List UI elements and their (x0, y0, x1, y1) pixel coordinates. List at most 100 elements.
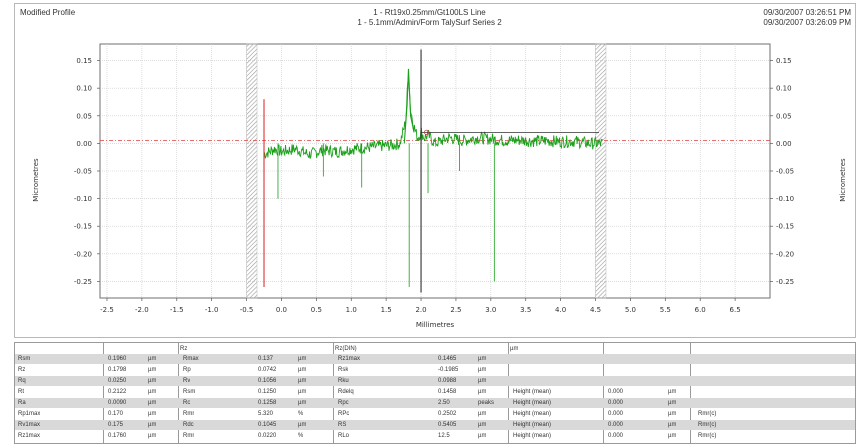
x-tick-label: 4.0 (555, 306, 566, 314)
table-cell: Rpc (338, 400, 349, 406)
hatched-band (246, 43, 258, 299)
profile-line (263, 77, 603, 159)
table-cell: peaks (478, 400, 495, 406)
table-cell: 0.175 (108, 422, 124, 428)
table-row: Rq 0.0250 µm Rv 0.1056 µm Rku 0.0988 µm (15, 376, 855, 386)
table-cell: 0.000 (608, 433, 624, 439)
measurement-title: 1 - Rt19x0.25mm/Gt100LS Line 1 - 5.1mm/A… (0, 8, 859, 28)
table-column-divider (333, 343, 334, 443)
table-cell: Rp (183, 367, 191, 373)
table-cell: 0.5405 (438, 422, 457, 428)
table-cell: Rv (183, 378, 191, 384)
x-tick-label: 1.0 (346, 306, 357, 314)
table-row: Rsm 0.1960 µm Rmax 0.137 µm Rz1max 0.1465 µm (15, 354, 855, 364)
table-header-cell: Rz (180, 346, 188, 352)
table-column-divider (690, 343, 691, 443)
table-cell: µm (478, 389, 487, 395)
table-cell: Height (mean) (513, 422, 552, 428)
table-cell: 0.1465 (438, 356, 457, 362)
y-tick-label-right: -0.10 (776, 195, 794, 203)
table-cell: Rz1max (18, 433, 41, 439)
y-tick-label-left: -0.10 (74, 195, 92, 203)
x-tick-label: -2.0 (135, 306, 149, 314)
y-tick-label-left: -0.20 (74, 250, 92, 258)
table-cell: µm (298, 400, 307, 406)
table-cell: 0.1458 (438, 389, 457, 395)
table-cell: 0.0090 (108, 400, 127, 406)
table-cell: RLo (338, 433, 350, 439)
x-tick-label: 6.5 (730, 306, 741, 314)
hatched-band (595, 43, 607, 299)
x-tick-label: 1.5 (381, 306, 392, 314)
table-cell: Rt (18, 389, 24, 395)
table-header-cell: Rz(DIN) (335, 346, 357, 352)
table-column-divider (508, 343, 509, 443)
table-cell: µm (148, 400, 157, 406)
x-tick-label: 6.0 (695, 306, 706, 314)
table-cell: Ra (18, 400, 26, 406)
tick-labels: -2.5 -2.0 -1.5 -1.0 -0.5 0.0 0.5 1.0 1.5 2.0 2.5 3.… (74, 57, 794, 314)
table-cell: Rp1max (18, 411, 41, 417)
cursors (263, 49, 600, 293)
table-cell: Rq (18, 378, 26, 384)
hatched-bands (246, 43, 607, 299)
x-tick-label: 0.5 (311, 306, 322, 314)
measurement-title-line2: 1 - 5.1mm/Admin/Form TalySurf Series 2 (357, 18, 502, 27)
table-cell: 0.1045 (258, 422, 277, 428)
y-tick-label-right: -0.15 (776, 223, 794, 231)
y-tick-label-left: -0.05 (74, 168, 92, 176)
chart-type-label: Modified Profile (20, 8, 76, 17)
table-cell: RPc (338, 411, 350, 417)
table-cell: µm (668, 389, 677, 395)
table-cell: Rdc (183, 422, 194, 428)
table-cell: 2.50 (438, 400, 450, 406)
y-tick-label-left: 0.10 (76, 85, 92, 93)
timestamps: 09/30/2007 03:26:51 PM 09/30/2007 03:26:… (763, 8, 851, 28)
table-row: Rz 0.1798 µm Rp 0.0742 µm Rsk -0.1985 µm (15, 365, 855, 375)
table-cell: 0.1258 (258, 400, 277, 406)
table-cell: 0.1250 (258, 389, 277, 395)
x-tick-label: 2.0 (415, 306, 426, 314)
x-axis-label: Millimetres (416, 321, 455, 329)
table-cell: µm (478, 367, 487, 373)
cursor-marker (424, 129, 430, 135)
x-tick-label: 5.5 (660, 306, 671, 314)
x-tick-label: -1.0 (205, 306, 219, 314)
table-cell: % (298, 411, 304, 417)
table-cell: µm (668, 422, 677, 428)
y-tick-label-right: 0.00 (776, 140, 792, 148)
table-cell: RS (338, 422, 347, 428)
y-axis-label-right: Micrometres (839, 158, 847, 202)
table-cell: Height (mean) (513, 433, 552, 439)
table-header-row: Rz Rz(DIN) µm (15, 344, 855, 354)
profile-peak (403, 68, 415, 144)
table-cell: Rmr(c) (698, 411, 717, 417)
table-header-cell: µm (510, 346, 519, 352)
table-cell: µm (148, 422, 157, 428)
y-tick-label-right: 0.10 (776, 85, 792, 93)
table-column-divider (103, 343, 104, 443)
y-tick-label-left: 0.00 (76, 140, 92, 148)
table-cell: Height (mean) (513, 411, 552, 417)
measurement-title-line1: 1 - Rt19x0.25mm/Gt100LS Line (373, 8, 486, 17)
table-cell: Rsm (18, 356, 31, 362)
x-tick-label: 4.5 (590, 306, 601, 314)
table-cell: Rmr(c) (698, 433, 717, 439)
table-row: Rz1max 0.1760 µm Rmr 0.0220% RLo 12.5 µm Height … (15, 431, 855, 441)
table-cell: µm (478, 422, 487, 428)
table-cell: Height (mean) (513, 389, 552, 395)
y-axis-label-left: Micrometres (32, 158, 40, 202)
x-tick-label: 3.0 (485, 306, 496, 314)
table-cell: µm (478, 378, 487, 384)
table-cell: Rmr (183, 411, 195, 417)
table-cell: µm (148, 433, 157, 439)
table-cell: Rc (183, 400, 191, 406)
table-cell: Rdelq (338, 389, 354, 395)
table-cell: µm (478, 411, 487, 417)
table-column-divider (603, 343, 604, 443)
y-tick-label-left: 0.15 (76, 57, 92, 65)
table-cell: Rmax (183, 356, 199, 362)
table-cell: µm (148, 378, 157, 384)
table-cell: 5.320 (258, 411, 274, 417)
y-tick-label-right: -0.05 (776, 168, 794, 176)
